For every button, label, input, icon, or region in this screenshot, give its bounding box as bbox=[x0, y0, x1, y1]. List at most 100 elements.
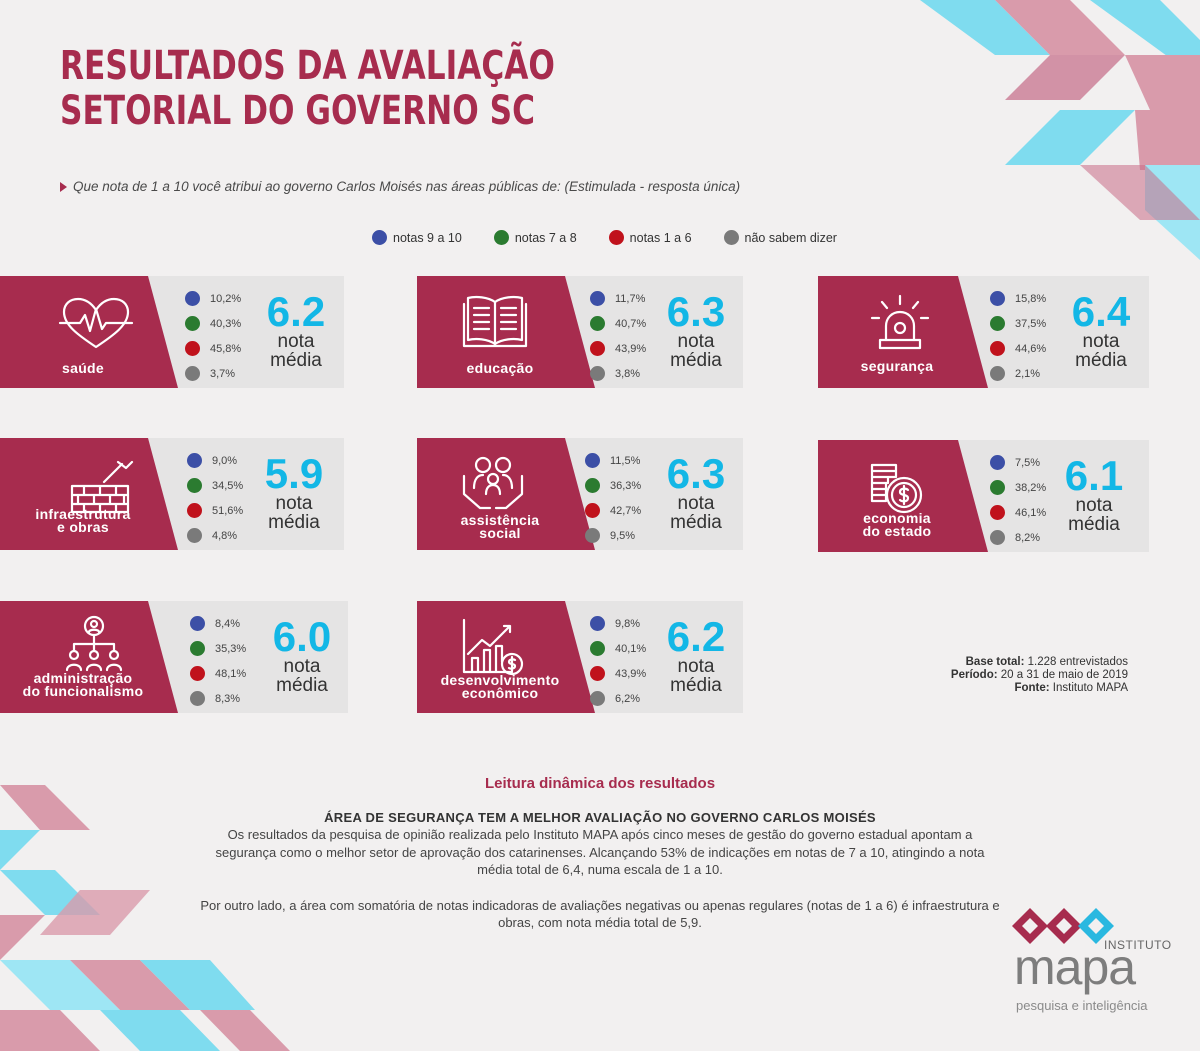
question-text: Que nota de 1 a 10 você atribui ao gover… bbox=[73, 179, 741, 194]
category-dot bbox=[990, 505, 1005, 520]
logo-instituto: INSTITUTO bbox=[1104, 938, 1172, 952]
area-label-line-1: assistência bbox=[460, 512, 540, 528]
area-card-administracao-do-funcionalismo: administração do funcionalismo 8,4% 35,3% 48… bbox=[0, 601, 348, 713]
percentage-value: 51,6% bbox=[212, 504, 244, 517]
area-card-seguranca: segurança 15,8% 37,5% 44,6% 2,1% 6.4 nota média bbox=[818, 276, 1149, 388]
area-label: educação bbox=[466, 360, 534, 376]
percentage-row: 36,3% bbox=[585, 473, 641, 498]
legend-label: notas 9 a 10 bbox=[393, 230, 462, 245]
area-label-line-1: desenvolvimento bbox=[440, 672, 560, 688]
percentage-value: 44,6% bbox=[1015, 342, 1047, 355]
category-dot bbox=[187, 503, 202, 518]
mean-label-line-1: nota bbox=[1082, 331, 1120, 352]
category-dot bbox=[990, 530, 1005, 545]
area-label-line-1: infraestrutura bbox=[35, 506, 131, 522]
percentage-row: 8,2% bbox=[990, 525, 1046, 550]
page-title: RESULTADOS DA AVALIAÇÃO SETORIAL DO GOVE… bbox=[60, 44, 555, 134]
area-label: economia do estado bbox=[824, 511, 970, 539]
reading-paragraph-1: Os resultados da pesquisa de opinião rea… bbox=[215, 827, 985, 877]
legend: notas 9 a 10 notas 7 a 8 notas 1 a 6 não… bbox=[372, 230, 869, 245]
category-dot bbox=[185, 341, 200, 356]
area-label-line-2: do funcionalismo bbox=[22, 683, 144, 699]
area-label: desenvolvimento econômico bbox=[423, 672, 577, 700]
percentage-row: 40,7% bbox=[590, 311, 646, 336]
mean-label-line-2: média bbox=[1068, 514, 1120, 535]
mean-label-line-1: nota bbox=[677, 493, 715, 514]
percentage-value: 40,7% bbox=[615, 317, 647, 330]
card-label-block bbox=[417, 276, 595, 388]
area-card-desenvolvimento-economico: desenvolvimento econômico 9,8% 40,1% 43,9% 6,… bbox=[417, 601, 743, 713]
category-dot bbox=[990, 480, 1005, 495]
category-dot bbox=[585, 503, 600, 518]
percentage-row: 11,5% bbox=[585, 448, 641, 473]
area-label-line-2: do estado bbox=[862, 523, 932, 539]
mean-score-value: 6.4 bbox=[1071, 288, 1131, 335]
percentage-list: 9,8% 40,1% 43,9% 6,2% bbox=[590, 611, 646, 711]
legend-dot bbox=[493, 230, 509, 245]
percentage-row: 9,5% bbox=[585, 523, 641, 548]
mean-score-value: 6.2 bbox=[666, 613, 726, 660]
legend-item-7-8: notas 7 a 8 bbox=[493, 230, 577, 245]
period-label: Período: bbox=[950, 669, 998, 681]
percentage-value: 11,5% bbox=[610, 454, 641, 467]
reading-heading: ÁREA DE SEGURANÇA TEM A MELHOR AVALIAÇÃO… bbox=[324, 810, 876, 825]
legend-item-unknown: não sabem dizer bbox=[723, 230, 837, 245]
category-dot bbox=[590, 616, 605, 631]
mean-label-line-2: média bbox=[670, 675, 722, 696]
percentage-list: 10,2% 40,3% 45,8% 3,7% bbox=[185, 286, 241, 386]
legend-label: notas 1 a 6 bbox=[629, 230, 692, 245]
percentage-row: 48,1% bbox=[190, 661, 246, 686]
percentage-value: 37,5% bbox=[1015, 317, 1047, 330]
legend-dot bbox=[372, 230, 387, 245]
percentage-value: 43,9% bbox=[615, 342, 647, 355]
mean-label-line-2: média bbox=[270, 350, 322, 371]
card-label-block bbox=[417, 438, 595, 550]
base-label: Base total: bbox=[965, 656, 1025, 668]
category-dot bbox=[585, 453, 600, 468]
survey-question: Que nota de 1 a 10 você atribui ao gover… bbox=[60, 179, 740, 194]
percentage-row: 3,8% bbox=[590, 361, 646, 386]
mean-score: 6.2 nota média bbox=[660, 613, 732, 696]
area-label: segurança bbox=[860, 358, 934, 374]
percentage-value: 40,3% bbox=[210, 317, 242, 330]
percentage-row: 40,1% bbox=[590, 636, 646, 661]
category-dot bbox=[185, 316, 200, 331]
area-label: assistência social bbox=[423, 512, 577, 541]
legend-label: notas 7 a 8 bbox=[514, 230, 577, 245]
percentage-value: 43,9% bbox=[615, 667, 647, 680]
heart-pulse-icon bbox=[58, 295, 134, 356]
area-label-line-2: social bbox=[479, 525, 521, 541]
category-dot bbox=[185, 291, 200, 306]
mean-label-line-2: média bbox=[670, 350, 722, 371]
area-card-economia-do-estado: economia do estado 7,5% 38,2% 46,1% 8,2% 6.1 no… bbox=[818, 440, 1149, 552]
area-label-line-2: e obras bbox=[57, 519, 109, 535]
mean-label-line-1: nota bbox=[677, 331, 715, 352]
siren-icon bbox=[868, 292, 932, 361]
mean-label-line-1: nota bbox=[1075, 495, 1113, 516]
category-dot bbox=[590, 691, 605, 706]
area-label: infraestrutura e obras bbox=[6, 506, 160, 535]
percentage-value: 36,3% bbox=[610, 479, 642, 492]
mean-score: 6.2 nota média bbox=[260, 291, 332, 371]
percentage-list: 9,0% 34,5% 51,6% 4,8% bbox=[187, 448, 243, 548]
percentage-row: 6,2% bbox=[590, 686, 646, 711]
percentage-row: 3,7% bbox=[185, 361, 241, 386]
category-dot bbox=[590, 366, 605, 381]
card-label-block bbox=[0, 276, 178, 388]
category-dot bbox=[590, 291, 605, 306]
category-dot bbox=[187, 528, 202, 543]
mean-score-value: 6.0 bbox=[272, 613, 332, 660]
percentage-value: 4,8% bbox=[212, 529, 238, 542]
area-card-infraestrutura-e-obras: infraestrutura e obras 9,0% 34,5% 51,6% 4,8% 5… bbox=[0, 438, 344, 550]
area-label: administração do funcionalismo bbox=[6, 671, 160, 699]
percentage-value: 9,5% bbox=[610, 529, 636, 542]
legend-dot bbox=[608, 230, 624, 245]
area-card-educacao: educação 11,7% 40,7% 43,9% 3,8% 6.3 nota média bbox=[417, 276, 743, 388]
brick-wall-icon bbox=[66, 458, 136, 521]
reading-paragraph-2: Por outro lado, a área com somatória de … bbox=[200, 897, 1000, 931]
percentage-row: 11,7% bbox=[590, 286, 646, 311]
percentage-value: 9,0% bbox=[212, 454, 238, 467]
percentage-value: 2,1% bbox=[1015, 367, 1041, 380]
source-value: Instituto MAPA bbox=[1052, 682, 1128, 694]
category-dot bbox=[190, 616, 205, 631]
